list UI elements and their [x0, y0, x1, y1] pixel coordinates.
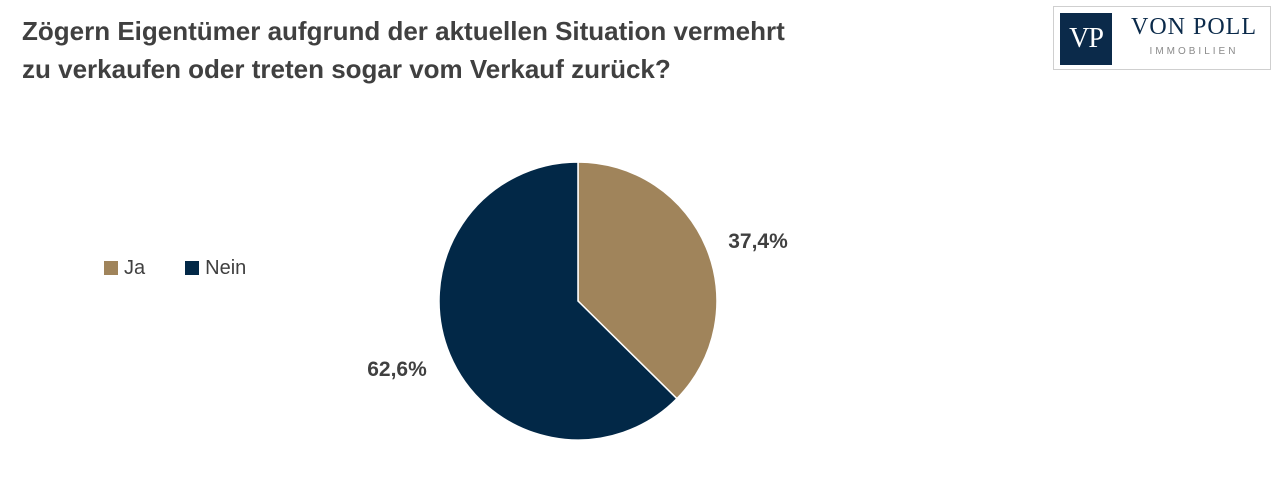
chart-title-line-1: Zögern Eigentümer aufgrund der aktuellen…	[22, 16, 785, 46]
legend-label-nein: Nein	[205, 256, 247, 279]
von-poll-logo: VP VON POLL IMMOBILIEN	[1053, 6, 1271, 70]
logo-mark: VP	[1060, 13, 1112, 65]
chart-title-line-2: zu verkaufen oder treten sogar vom Verka…	[22, 54, 671, 84]
data-label-nein: 62,6%	[367, 358, 427, 381]
legend-item-nein: Nein	[185, 257, 246, 280]
logo-subtitle: IMMOBILIEN	[1149, 46, 1239, 57]
logo-name: VON POLL	[1131, 14, 1257, 40]
legend-item-ja: Ja	[104, 257, 145, 280]
chart-legend: Ja Nein	[104, 255, 286, 281]
legend-swatch-nein	[185, 261, 200, 275]
data-label-ja: 37,4%	[728, 230, 788, 253]
pie-slice-nein	[438, 161, 678, 441]
legend-label-ja: Ja	[124, 256, 146, 279]
pie-slices	[438, 161, 718, 441]
legend-swatch-ja	[104, 261, 118, 275]
pie-slice-ja	[577, 161, 718, 400]
chart-title: Zögern Eigentümer aufgrund der aktuellen…	[22, 12, 882, 88]
